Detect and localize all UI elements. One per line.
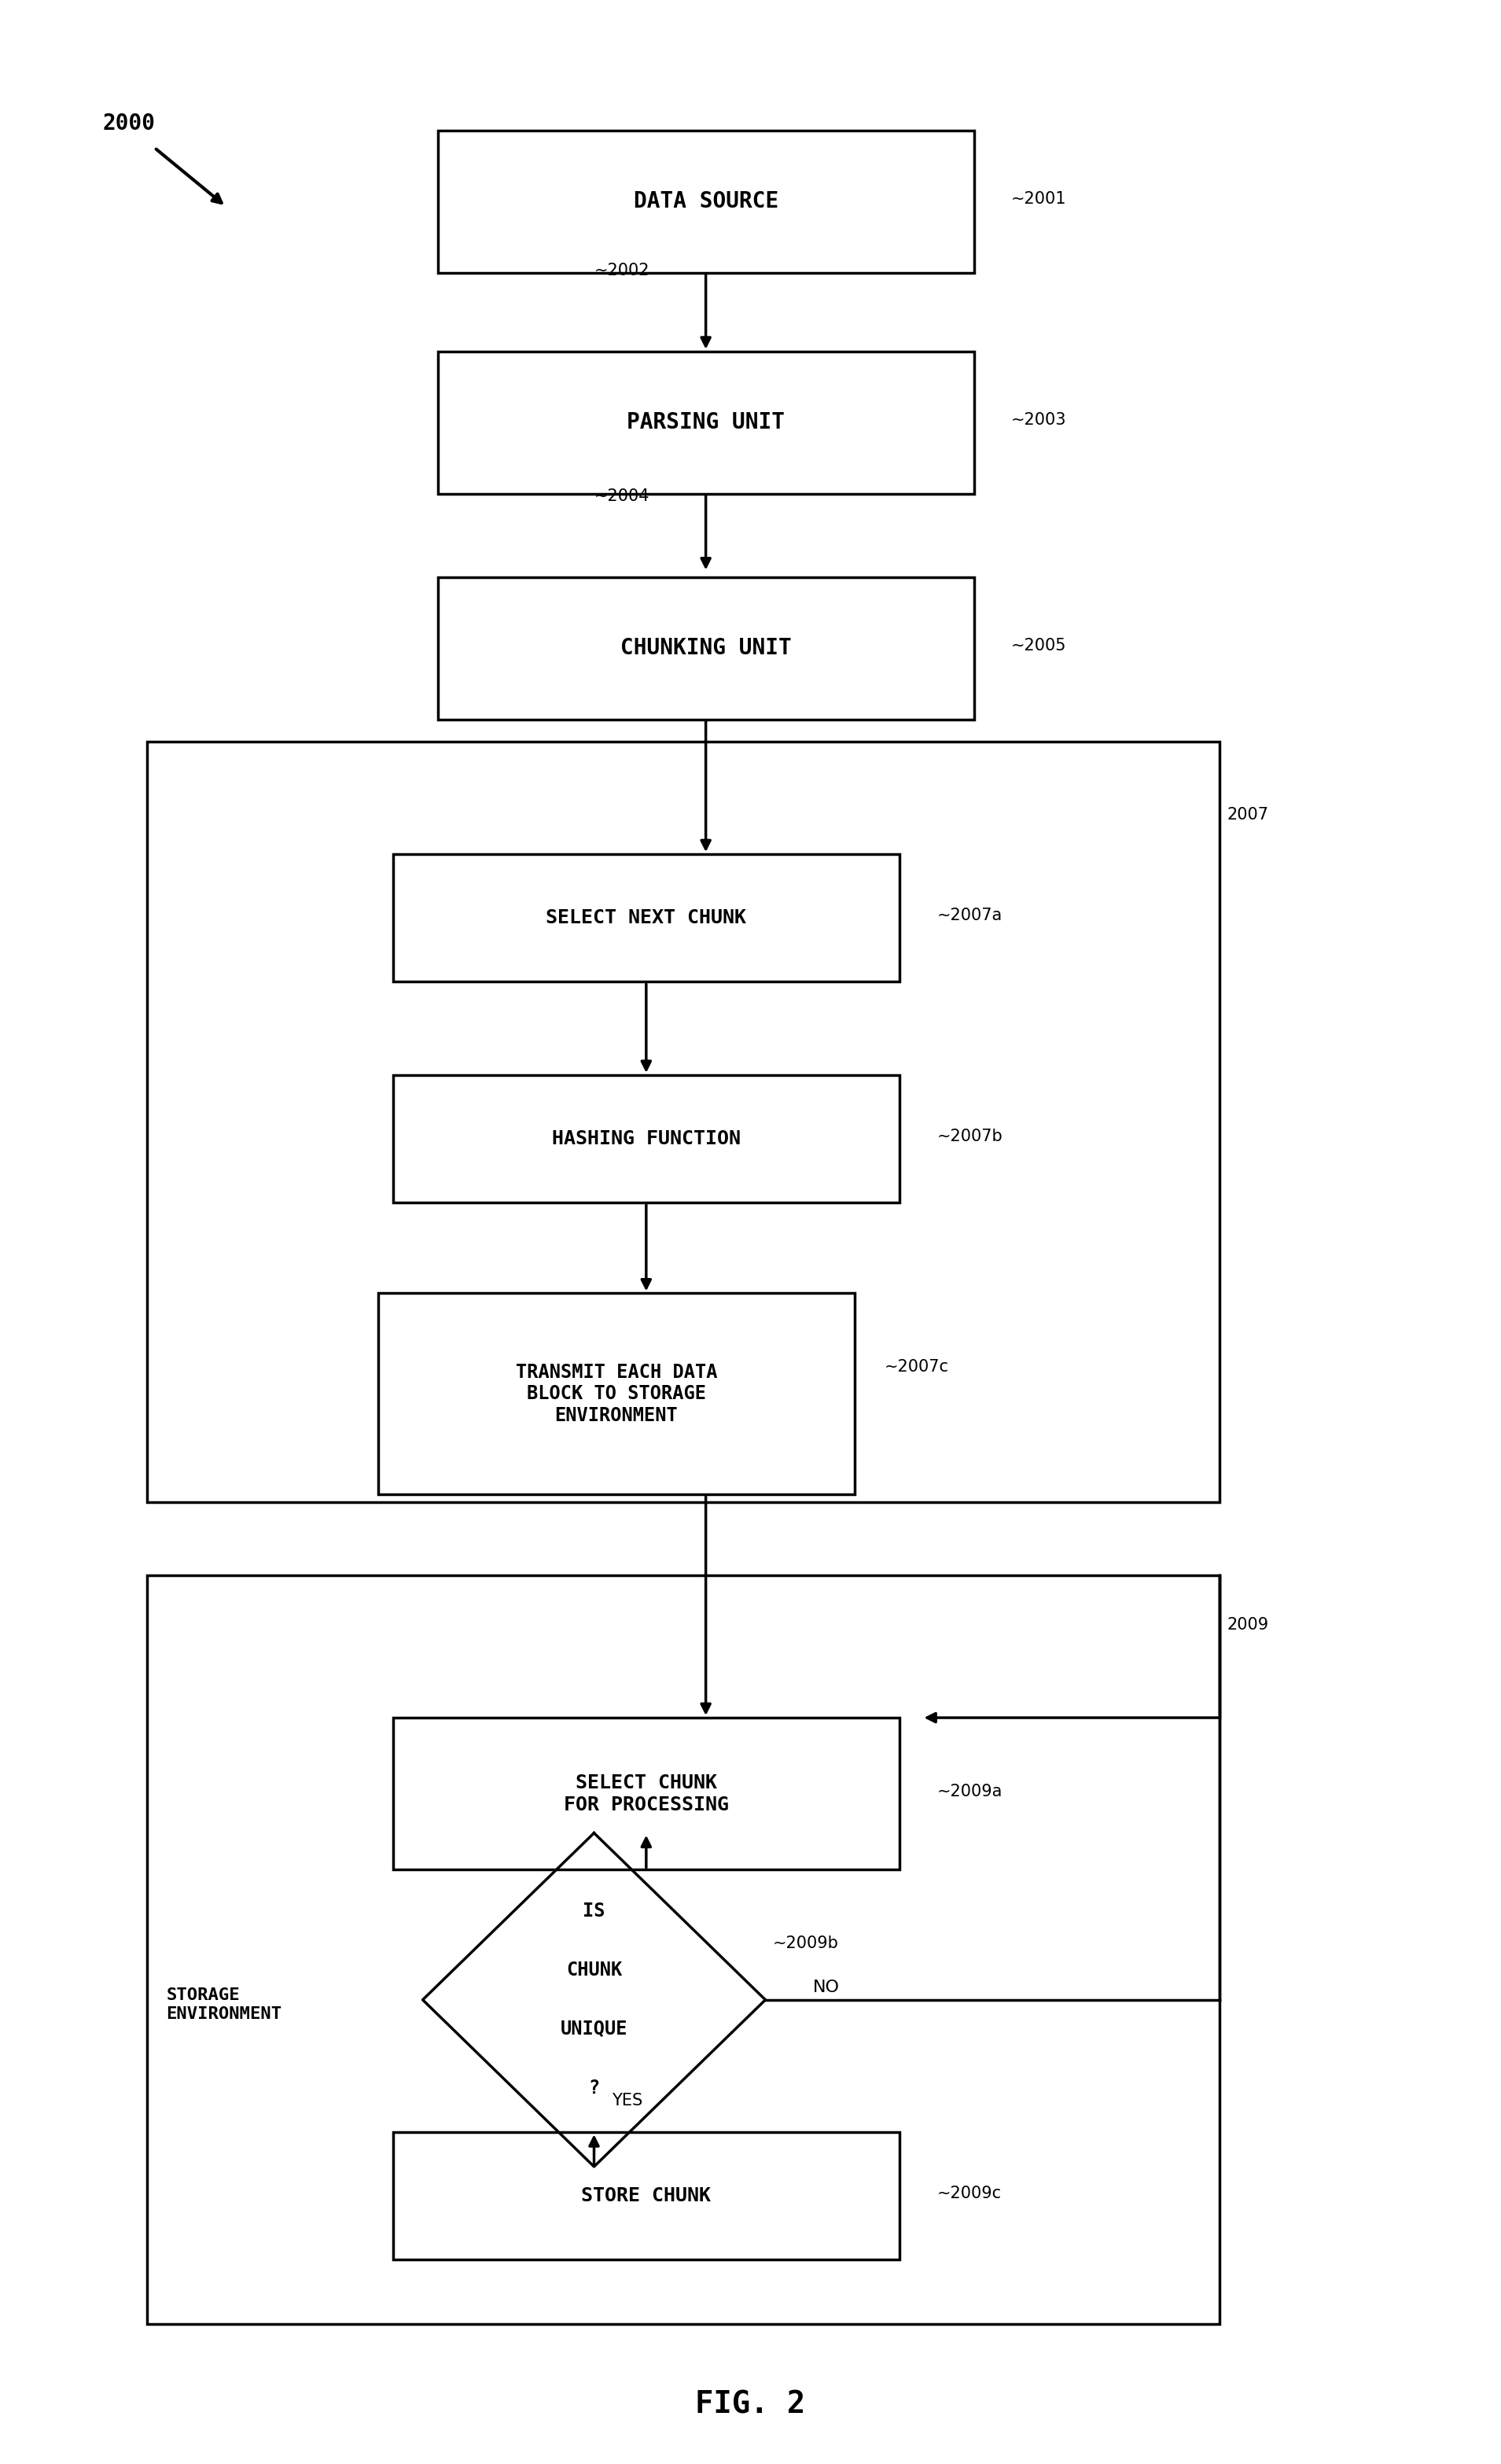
Text: PARSING UNIT: PARSING UNIT [627,411,785,434]
Text: 2000: 2000 [102,113,155,133]
Text: ~2007b: ~2007b [937,1129,1003,1143]
Text: ~2003: ~2003 [1012,411,1067,429]
Text: IS: IS [582,1902,605,1922]
Text: ~2001: ~2001 [1012,192,1067,207]
Text: SELECT CHUNK
FOR PROCESSING: SELECT CHUNK FOR PROCESSING [564,1774,729,1814]
Polygon shape [423,1833,766,2166]
Text: UNIQUE: UNIQUE [560,2020,627,2038]
Bar [438,131,974,274]
Bar [393,2131,899,2259]
Bar [378,1294,854,1496]
Text: NO: NO [814,1979,841,1996]
Text: 2007: 2007 [1228,808,1268,823]
Text: DATA SOURCE: DATA SOURCE [633,190,778,212]
Bar [147,1574,1220,2324]
Text: ?: ? [588,2080,599,2097]
Bar [147,742,1220,1503]
Bar [438,577,974,719]
Text: CHUNK: CHUNK [566,1961,621,1979]
Text: ~2009b: ~2009b [773,1937,839,1951]
Text: SELECT NEXT CHUNK: SELECT NEXT CHUNK [546,909,746,926]
Text: 2009: 2009 [1228,1616,1270,1631]
Text: YES: YES [612,2092,642,2109]
Text: CHUNKING UNIT: CHUNKING UNIT [620,638,791,660]
Text: HASHING FUNCTION: HASHING FUNCTION [552,1129,740,1148]
Text: TRANSMIT EACH DATA
BLOCK TO STORAGE
ENVIRONMENT: TRANSMIT EACH DATA BLOCK TO STORAGE ENVI… [515,1363,717,1424]
Text: ~2005: ~2005 [1012,638,1067,653]
Text: STORAGE
ENVIRONMENT: STORAGE ENVIRONMENT [167,1988,282,2020]
Bar [393,1074,899,1202]
Bar [393,1717,899,1870]
Text: ~2004: ~2004 [594,488,650,505]
Text: ~2009a: ~2009a [937,1784,1003,1799]
Bar [438,352,974,493]
Text: FIG. 2: FIG. 2 [695,2390,806,2420]
Text: STORE CHUNK: STORE CHUNK [581,2186,711,2205]
Text: ~2007c: ~2007c [884,1360,949,1375]
Text: ~2002: ~2002 [594,264,650,278]
Bar [393,855,899,981]
Text: ~2007a: ~2007a [937,907,1003,924]
Text: ~2009c: ~2009c [937,2186,1001,2200]
